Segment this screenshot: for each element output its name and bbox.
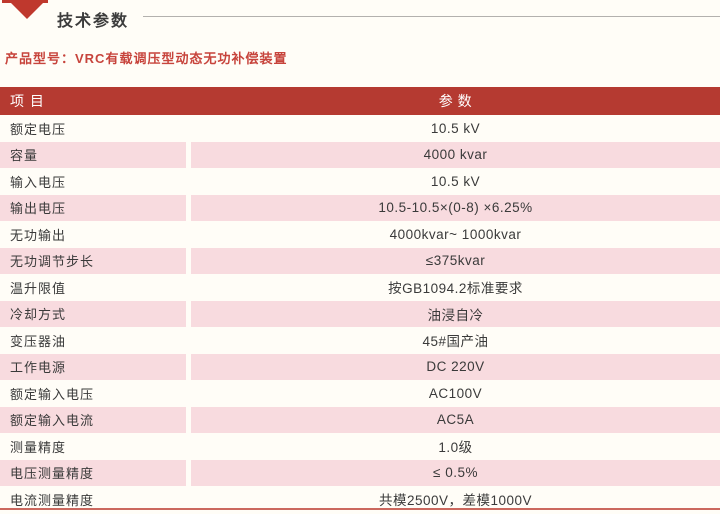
row-label-cell: 电压测量精度 [0, 459, 186, 486]
table-row: 容量 4000 kvar [0, 141, 720, 168]
row-value-cell: 共模2500V，差模1000V [378, 493, 533, 509]
table-header-row: 项 目 参 数 [0, 87, 720, 115]
row-label-cell: 温升限值 [10, 280, 67, 296]
table-row: 输出电压 10.5-10.5×(0-8) ×6.25% [0, 194, 720, 221]
spec-table: 项 目 参 数 额定电压 10.5 kV 容量 4000 kvar 输入电压 1… [0, 87, 720, 513]
table-row: 变压器油 45#国产油 [0, 327, 720, 354]
row-label-cell: 容量 [0, 141, 186, 168]
row-value-cell: 10.5 kV [430, 173, 481, 189]
table-row: 无功输出 4000kvar~ 1000kvar [0, 221, 720, 248]
banner-strip [2, 0, 48, 3]
row-value-cell: 45#国产油 [422, 334, 489, 350]
table-row: 工作电源 DC 220V [0, 353, 720, 380]
table-row: 额定输入电流 AC5A [0, 406, 720, 433]
row-value-cell: AC100V [428, 385, 483, 401]
row-label-cell: 输出电压 [0, 194, 186, 221]
row-label-cell: 冷却方式 [0, 300, 186, 327]
row-label-cell: 无功输出 [10, 227, 67, 243]
row-value-cell: 10.5-10.5×(0-8) ×6.25% [191, 194, 720, 221]
bottom-accent-rule [0, 508, 720, 510]
row-label-cell: 额定输入电压 [10, 386, 95, 402]
row-value-cell: ≤375kvar [191, 247, 720, 274]
header-item-cell: 项 目 [10, 93, 45, 109]
row-value-cell: 按GB1094.2标准要求 [388, 281, 523, 297]
table-row: 电流测量精度 共模2500V，差模1000V [0, 486, 720, 513]
row-value-cell: DC 220V [191, 353, 720, 380]
page-title: 技术参数 [57, 13, 130, 30]
table-row: 冷却方式 油浸自冷 [0, 300, 720, 327]
row-value-cell: 4000 kvar [191, 141, 720, 168]
table-row: 额定电压 10.5 kV [0, 115, 720, 142]
table-row: 温升限值 按GB1094.2标准要求 [0, 274, 720, 301]
row-value-cell: 4000kvar~ 1000kvar [389, 226, 522, 242]
row-value-cell: AC5A [191, 406, 720, 433]
table-row: 额定输入电压 AC100V [0, 380, 720, 407]
title-bar: 技术参数 [0, 0, 720, 32]
row-label-cell: 测量精度 [10, 439, 67, 455]
table-row: 电压测量精度 ≤ 0.5% [0, 459, 720, 486]
row-label-cell: 电流测量精度 [10, 492, 95, 508]
row-value-cell: ≤ 0.5% [191, 459, 720, 486]
banner-triangle-icon [0, 0, 50, 22]
row-label-cell: 输入电压 [10, 174, 67, 190]
row-label-cell: 无功调节步长 [0, 247, 186, 274]
row-label-cell: 额定电压 [10, 121, 67, 137]
title-divider-rule [143, 16, 720, 17]
triangle-down-icon [11, 3, 43, 19]
table-row: 输入电压 10.5 kV [0, 168, 720, 195]
table-body: 额定电压 10.5 kV 容量 4000 kvar 输入电压 10.5 kV 输… [0, 115, 720, 513]
row-value-cell: 油浸自冷 [191, 300, 720, 327]
product-model-label: 产品型号：VRC有载调压型动态无功补偿装置 [5, 51, 288, 66]
row-label-cell: 变压器油 [10, 333, 67, 349]
table-row: 无功调节步长 ≤375kvar [0, 247, 720, 274]
row-value-cell: 1.0级 [438, 440, 473, 456]
table-row: 测量精度 1.0级 [0, 433, 720, 460]
row-label-cell: 工作电源 [0, 353, 186, 380]
row-label-cell: 额定输入电流 [0, 406, 186, 433]
header-param-cell: 参 数 [438, 93, 473, 109]
row-value-cell: 10.5 kV [430, 120, 481, 136]
